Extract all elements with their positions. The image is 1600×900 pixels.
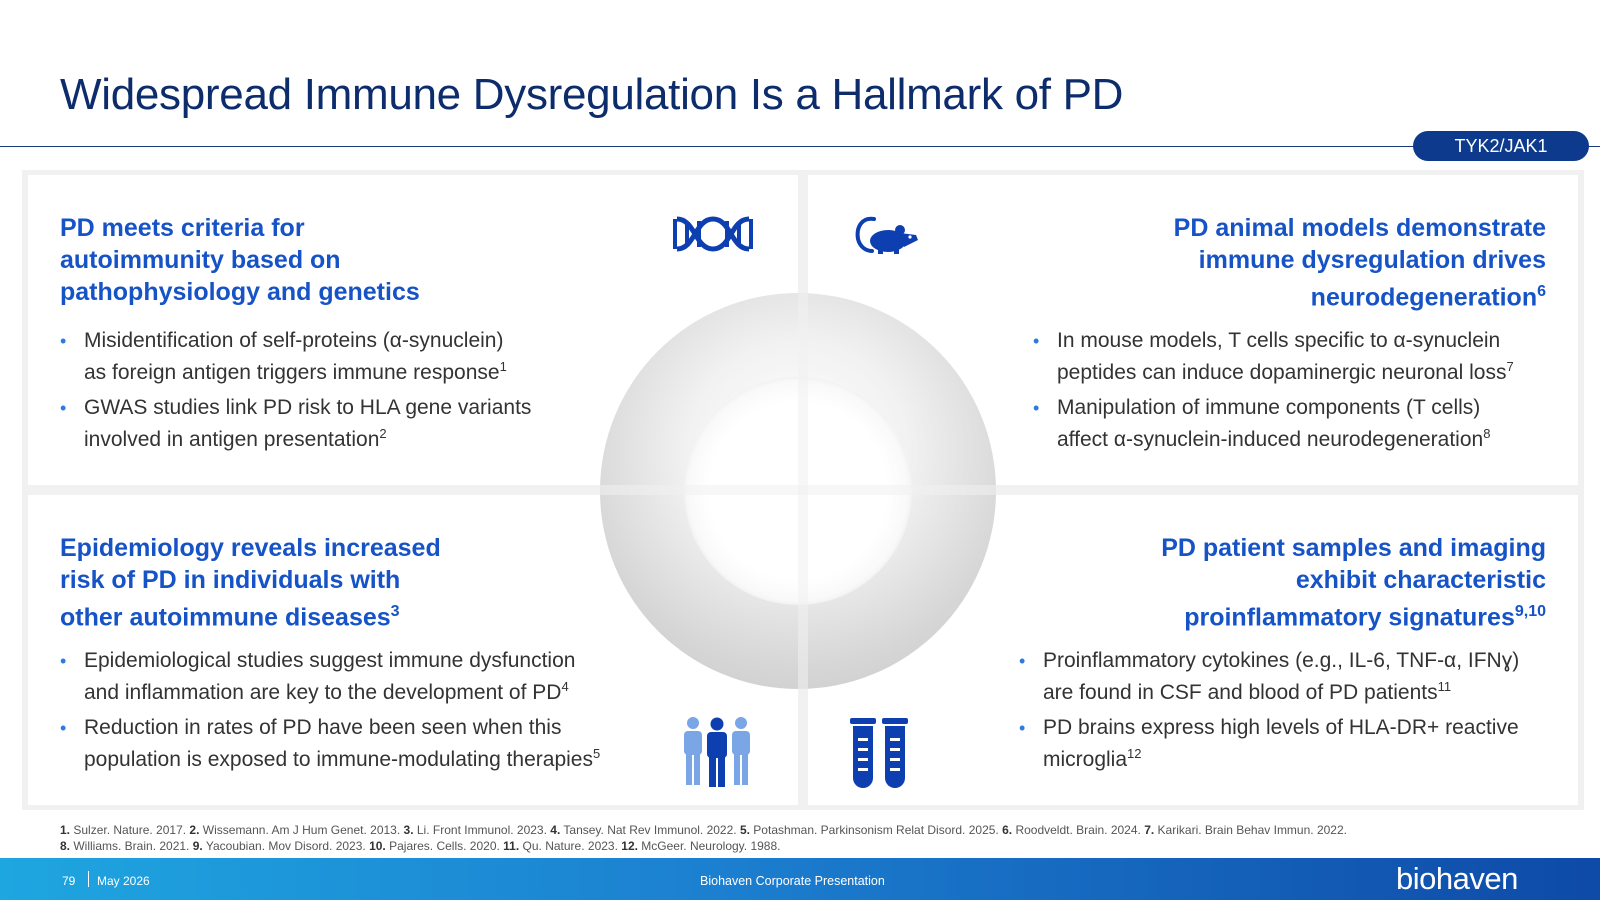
bullet-list: • Misidentification of self-proteins (α-s… xyxy=(60,328,531,462)
card-heading: PD animal models demonstrate immune dysr… xyxy=(1173,214,1546,312)
bullet-dot: • xyxy=(1019,718,1026,738)
bullet-dot: • xyxy=(60,331,67,351)
bullet-item: • In mouse models, T cells specific to α-… xyxy=(1033,329,1514,384)
bullet-dot: • xyxy=(1033,398,1040,418)
bullet-item: • PD brains express high levels of HLA-DR… xyxy=(1019,716,1519,771)
card-top-left: PD meets criteria for autoimmunity based… xyxy=(28,175,798,485)
footer-presentation-title: Biohaven Corporate Presentation xyxy=(700,874,885,888)
bullet-item: • Manipulation of immune components (T ce… xyxy=(1033,396,1491,451)
bullet-list: • Proinflammatory cytokines (e.g., IL-6, … xyxy=(1019,648,1519,782)
slide-title: Widespread Immune Dysregulation Is a Hal… xyxy=(60,70,1124,119)
dna-icon xyxy=(673,216,753,252)
bullet-list: • In mouse models, T cells specific to α-… xyxy=(1033,328,1514,462)
test-tubes-icon xyxy=(850,718,908,788)
bullet-item: • Proinflammatory cytokines (e.g., IL-6, … xyxy=(1019,649,1520,704)
references-line-1: 1. Sulzer. Nature. 2017. 2. Wissemann. A… xyxy=(60,823,1347,837)
bullet-dot: • xyxy=(60,718,67,738)
bullet-dot: • xyxy=(60,398,67,418)
topic-tag: TYK2/JAK1 xyxy=(1413,131,1589,161)
card-top-right: PD animal models demonstrate immune dysr… xyxy=(808,175,1578,485)
title-divider xyxy=(0,146,1600,147)
people-group-icon xyxy=(684,717,750,787)
mouse-icon xyxy=(855,216,918,254)
bullet-dot: • xyxy=(60,651,67,671)
biohaven-logo: biohaven xyxy=(1396,861,1518,896)
quadrant-divider-horizontal xyxy=(600,485,996,495)
bullet-item: • Misidentification of self-proteins (α-s… xyxy=(60,329,507,384)
footer-divider xyxy=(88,871,89,887)
footer-bar xyxy=(0,858,1600,900)
card-heading: Epidemiology reveals increased risk of P… xyxy=(60,534,441,632)
bullet-list: • Epidemiological studies suggest immune … xyxy=(60,648,600,782)
bullet-item: • Epidemiological studies suggest immune … xyxy=(60,649,576,704)
bullet-item: • Reduction in rates of PD have been seen… xyxy=(60,716,601,771)
references: 1. Sulzer. Nature. 2017. 2. Wissemann. A… xyxy=(60,822,1347,854)
footer-date: May 2026 xyxy=(97,874,150,888)
bullet-item: • GWAS studies link PD risk to HLA gene v… xyxy=(60,396,532,451)
card-heading: PD meets criteria for autoimmunity based… xyxy=(60,214,420,306)
page-number: 79 xyxy=(62,874,76,888)
card-heading: PD patient samples and imaging exhibit c… xyxy=(1161,534,1546,632)
bullet-dot: • xyxy=(1019,651,1026,671)
bullet-dot: • xyxy=(1033,331,1040,351)
references-line-2: 8. Williams. Brain. 2021. 9. Yacoubian. … xyxy=(60,839,781,853)
